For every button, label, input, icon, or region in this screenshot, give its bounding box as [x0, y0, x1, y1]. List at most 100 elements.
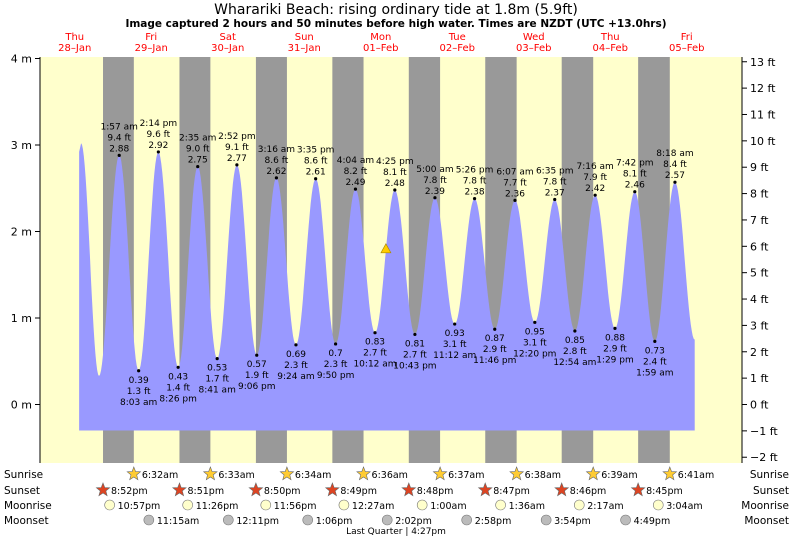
moonrise-icon [260, 499, 272, 511]
y-tick-label-ft: 11 ft [750, 108, 776, 121]
high-tide-feet: 8.4 ft [663, 160, 687, 170]
low-tide-feet: 2.7 ft [363, 349, 387, 359]
moonset-time: 11:15am [157, 516, 199, 527]
high-tide-feet: 8.2 ft [344, 167, 368, 177]
high-tide-metres: 2.75 [188, 156, 208, 166]
date-label: 29–Jan [135, 43, 168, 54]
high-tide-point [235, 163, 239, 167]
date-label: 02–Feb [440, 43, 475, 54]
y-tick-label-ft: 13 ft [750, 56, 776, 69]
sunrise-icon [585, 466, 601, 481]
y-tick-label-ft: 6 ft [750, 240, 769, 253]
high-tide-point [593, 193, 597, 197]
sunset-time: 8:50pm [264, 486, 301, 497]
day-of-week-label: Tue [448, 32, 466, 43]
y-tick-label-ft: 4 ft [750, 293, 769, 306]
sunset-icon [248, 482, 264, 497]
high-tide-metres: 2.39 [425, 187, 445, 197]
low-tide-point [453, 322, 457, 326]
sunset-time: 8:46pm [570, 486, 607, 497]
low-tide-time: 11:46 pm [473, 356, 516, 366]
low-tide-feet: 1.3 ft [127, 387, 151, 397]
high-tide-point [433, 196, 437, 200]
low-tide-metres: 0.69 [286, 350, 306, 360]
date-label: 04–Feb [593, 43, 628, 54]
moonset-icon [302, 514, 314, 526]
sunrise-icon [509, 466, 525, 481]
low-tide-point [413, 332, 417, 337]
sunset-icon [171, 482, 187, 497]
sunrise-icon [279, 466, 295, 481]
low-tide-point [176, 365, 180, 369]
high-tide-metres: 2.37 [545, 188, 565, 198]
sunset-icon [401, 482, 417, 497]
sunrise-icon [662, 466, 678, 481]
y-tick-label-ft: 5 ft [750, 267, 769, 280]
moonset-time: 1:06pm [316, 516, 353, 527]
sunset-time: 8:52pm [111, 486, 148, 497]
low-tide-time: 9:06 pm [238, 382, 276, 392]
moonset-time: 2:02pm [395, 516, 432, 527]
sunrise-icon [432, 466, 448, 481]
moonset-icon [540, 514, 552, 526]
row-label-left: Sunset [4, 485, 40, 497]
low-tide-feet: 2.9 ft [483, 345, 507, 355]
moonset-time: 2:58pm [475, 516, 512, 527]
high-tide-metres: 2.57 [665, 171, 685, 181]
moonrise-time: 1:36am [509, 501, 545, 512]
low-tide-time: 8:26 pm [159, 394, 197, 404]
high-tide-point [633, 190, 637, 194]
date-label: 31–Jan [288, 43, 321, 54]
low-tide-time: 9:24 am [277, 372, 314, 382]
sunrise-time: 6:34am [295, 470, 331, 481]
low-tide-point [255, 353, 259, 357]
sunset-icon [554, 482, 570, 497]
y-tick-label-m: 3 m [11, 139, 32, 152]
row-label-left: Sunrise [4, 469, 43, 481]
low-tide-feet: 3.1 ft [443, 340, 467, 350]
date-label: 05–Feb [669, 43, 704, 54]
low-tide-time: 1:59 am [636, 368, 673, 378]
moonrise-icon [416, 499, 428, 511]
high-tide-feet: 9.4 ft [107, 133, 131, 143]
row-label-left: Moonrise [4, 500, 52, 512]
moonset-time: 12:11pm [236, 516, 279, 527]
moonset-icon [461, 514, 473, 526]
moonrise-icon [104, 499, 115, 511]
date-label: 28–Jan [58, 43, 91, 54]
sunset-time: 8:48pm [417, 486, 454, 497]
low-tide-feet: 3.1 ft [523, 338, 547, 348]
low-tide-metres: 0.39 [129, 376, 149, 386]
day-of-week-label: Fri [145, 32, 157, 43]
high-tide-point [472, 197, 477, 201]
high-tide-time: 2:52 pm [218, 132, 256, 142]
moonrise-icon [495, 499, 506, 511]
high-tide-feet: 7.8 ft [543, 177, 567, 187]
high-tide-feet: 9.6 ft [147, 130, 171, 140]
high-tide-feet: 7.9 ft [583, 173, 607, 183]
low-tide-metres: 0.87 [485, 334, 505, 344]
high-tide-time: 6:35 pm [536, 166, 574, 176]
high-tide-metres: 2.88 [109, 144, 129, 154]
y-tick-label-ft: 12 ft [750, 82, 776, 95]
low-tide-point [373, 331, 377, 335]
moonrise-icon [182, 499, 193, 511]
high-tide-feet: 8.6 ft [265, 156, 289, 166]
moonset-icon [620, 514, 631, 526]
high-tide-point [673, 180, 677, 184]
high-tide-time: 2:14 pm [140, 119, 178, 129]
low-tide-metres: 0.7 [328, 349, 342, 359]
low-tide-metres: 0.57 [247, 360, 267, 370]
y-tick-label-ft: 10 ft [750, 135, 776, 148]
high-tide-time: 4:04 am [337, 156, 374, 166]
low-tide-metres: 0.73 [645, 346, 665, 356]
low-tide-metres: 0.81 [405, 339, 425, 349]
low-tide-time: 12:20 pm [513, 349, 556, 359]
low-tide-time: 8:03 am [120, 398, 157, 408]
high-tide-time: 3:35 pm [297, 146, 335, 156]
tide-curve [79, 143, 695, 431]
low-tide-time: 10:12 am [353, 360, 396, 370]
high-tide-metres: 2.77 [227, 154, 247, 164]
low-tide-point [613, 326, 617, 330]
low-tide-point [137, 369, 141, 373]
